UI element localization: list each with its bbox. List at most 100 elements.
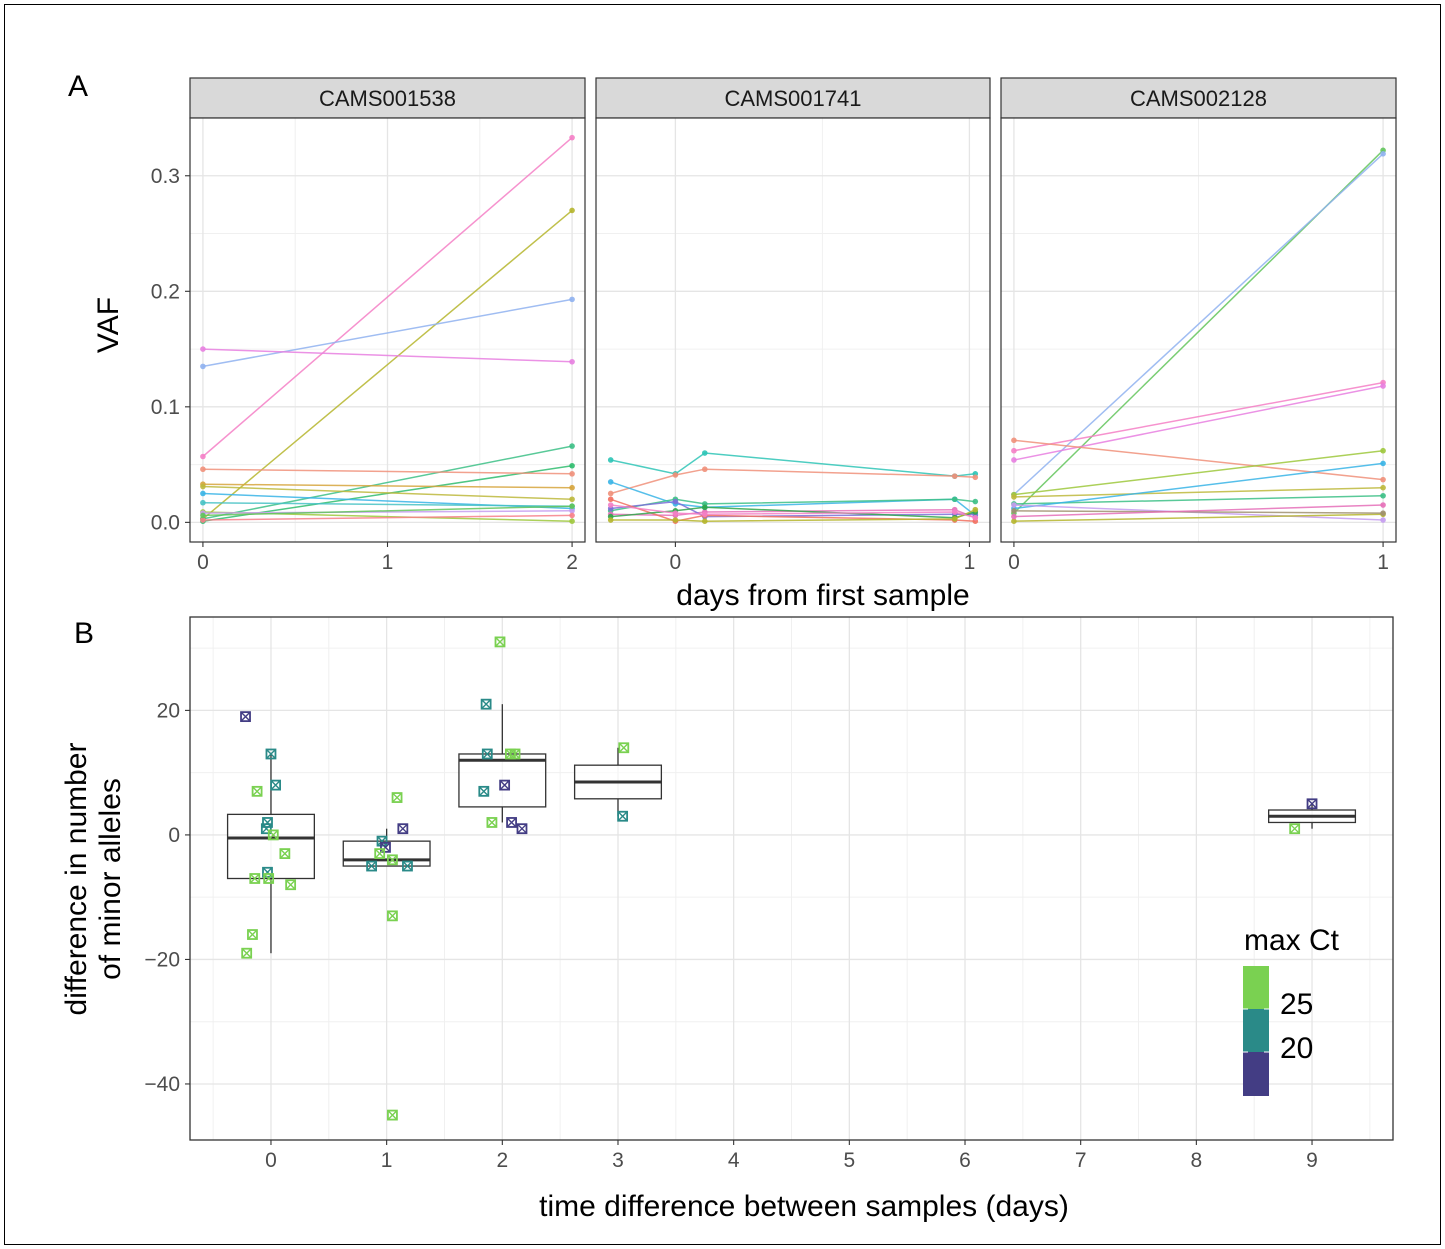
data-point-square-5 xyxy=(260,823,272,835)
series-point-0-11-1 xyxy=(569,518,575,525)
data-point-square-32 xyxy=(506,817,517,828)
data-point-36 xyxy=(1306,798,1318,810)
series-point-0-3-1 xyxy=(569,358,575,365)
data-point-33 xyxy=(516,823,528,835)
series-point-1-9-0 xyxy=(607,502,614,508)
data-point-square-11 xyxy=(285,879,297,891)
data-point-cross-b-20 xyxy=(366,861,377,872)
panel-a-y-tick-label-0: 0.0 xyxy=(151,511,180,534)
data-point-cross-b-36 xyxy=(1307,798,1318,809)
data-point-square-0 xyxy=(240,711,251,723)
series-point-2-9-1 xyxy=(1380,517,1386,523)
legend-swatch-high xyxy=(1243,966,1269,1009)
data-point-square-22 xyxy=(387,910,398,922)
data-point-1 xyxy=(265,748,277,760)
panel-b: B 0 1 2 3 4 5 6 7 8 9 −40 −20 0 20 difference in num… xyxy=(60,616,1394,1223)
panel-a-y-tick-label-1: 0.1 xyxy=(151,396,180,419)
data-point-cross-b-21 xyxy=(402,861,413,872)
series-point-1-1-1 xyxy=(672,472,679,478)
series-point-0-14-1 xyxy=(569,503,575,509)
series-point-2-10-0 xyxy=(1011,518,1017,525)
series-line-2-12 xyxy=(1013,504,1384,518)
data-point-cross-b-18 xyxy=(374,848,385,859)
figure-frame xyxy=(4,4,1441,1245)
data-point-cross-b-30 xyxy=(478,786,489,797)
series-point-2-3-0 xyxy=(1011,457,1017,463)
data-point-cross-b-34 xyxy=(618,742,629,753)
series-point-2-2-0 xyxy=(1011,447,1017,454)
data-point-square-19 xyxy=(387,854,398,866)
facet-cams002128: CAMS002128 0 1 xyxy=(1000,77,1397,574)
series-point-0-6-1 xyxy=(569,471,575,477)
series-point-0-2-1 xyxy=(569,296,575,303)
data-point-6 xyxy=(267,829,279,841)
series-line-0-14 xyxy=(202,505,573,517)
data-point-11 xyxy=(285,879,297,891)
data-point-square-1 xyxy=(265,748,277,760)
color-legend: max Ct 25 20 xyxy=(1243,924,1340,1096)
data-point-cross-b-16 xyxy=(377,836,388,847)
panel-b-x-tick-label-2: 2 xyxy=(496,1149,508,1172)
data-point-cross-b-15 xyxy=(397,823,408,834)
data-point-cross-b-6 xyxy=(268,829,279,840)
series-point-2-4-1 xyxy=(1380,476,1386,483)
series-line-0-13 xyxy=(202,514,573,521)
panel-b-y-tick-label-3: 20 xyxy=(157,699,180,722)
data-point-square-37 xyxy=(1289,823,1301,835)
series-line-2-11 xyxy=(1013,510,1384,514)
series-line-0-10 xyxy=(202,501,573,507)
series-point-0-6-0 xyxy=(200,466,206,473)
panel-b-x-tick-label-4: 4 xyxy=(728,1149,740,1172)
series-point-1-5-1 xyxy=(672,498,679,505)
panel-b-x-tick-label-0: 0 xyxy=(265,1149,277,1172)
series-line-0-6 xyxy=(202,468,573,475)
data-point-cross-b-12 xyxy=(247,929,258,940)
facet-x-tick-label-0-2: 2 xyxy=(566,551,578,574)
series-point-1-3-3 xyxy=(951,496,958,503)
data-point-37 xyxy=(1289,823,1301,835)
panel-a-letter: A xyxy=(68,70,88,103)
data-point-cross-b-33 xyxy=(516,823,527,834)
data-point-3 xyxy=(251,785,263,797)
series-point-0-5-1 xyxy=(569,462,575,469)
panel-b-x-tick-label-5: 5 xyxy=(843,1149,855,1172)
series-point-1-1-0 xyxy=(607,490,614,497)
series-point-1-9-1 xyxy=(672,510,679,516)
data-point-square-35 xyxy=(617,810,629,822)
panel-b-x-tick-label-1: 1 xyxy=(381,1149,393,1172)
series-line-2-7 xyxy=(1013,495,1384,505)
panel-b-y-axis-title-line2: of minor alleles xyxy=(94,778,127,980)
series-point-0-0-0 xyxy=(200,453,206,460)
data-point-square-17 xyxy=(380,841,391,853)
data-point-square-30 xyxy=(478,785,490,797)
legend-label-20: 20 xyxy=(1280,1032,1313,1065)
data-point-cross-b-25 xyxy=(481,699,492,710)
data-point-32 xyxy=(506,817,517,828)
series-point-1-0-2 xyxy=(701,450,708,456)
data-point-cross-b-26 xyxy=(482,748,493,759)
data-point-square-28 xyxy=(509,748,521,760)
series-point-1-9-2 xyxy=(701,511,708,518)
data-point-10 xyxy=(263,873,275,884)
legend-swatch-mid xyxy=(1243,1009,1269,1052)
facet-x-tick-label-2-0: 0 xyxy=(1008,551,1020,574)
series-line-2-10 xyxy=(1013,513,1384,522)
series-line-0-7 xyxy=(202,483,573,489)
data-point-cross-b-35 xyxy=(617,811,628,822)
series-point-0-4-1 xyxy=(569,443,575,449)
facet-x-tick-label-2-1: 1 xyxy=(1377,551,1389,574)
data-point-30 xyxy=(478,785,490,797)
data-point-square-33 xyxy=(516,823,528,835)
series-point-0-2-0 xyxy=(200,363,206,370)
data-point-cross-b-13 xyxy=(241,948,252,959)
series-point-1-9-3 xyxy=(951,509,958,515)
series-point-2-7-1 xyxy=(1380,492,1386,499)
data-point-square-29 xyxy=(499,779,511,791)
series-line-2-1 xyxy=(1013,153,1384,496)
panel-a: A VAF days from first sample 0.00.10.20.… xyxy=(68,70,1397,612)
data-point-28 xyxy=(509,748,521,760)
data-point-cross-b-10 xyxy=(263,873,274,884)
data-point-31 xyxy=(486,817,498,828)
data-point-35 xyxy=(617,810,629,822)
